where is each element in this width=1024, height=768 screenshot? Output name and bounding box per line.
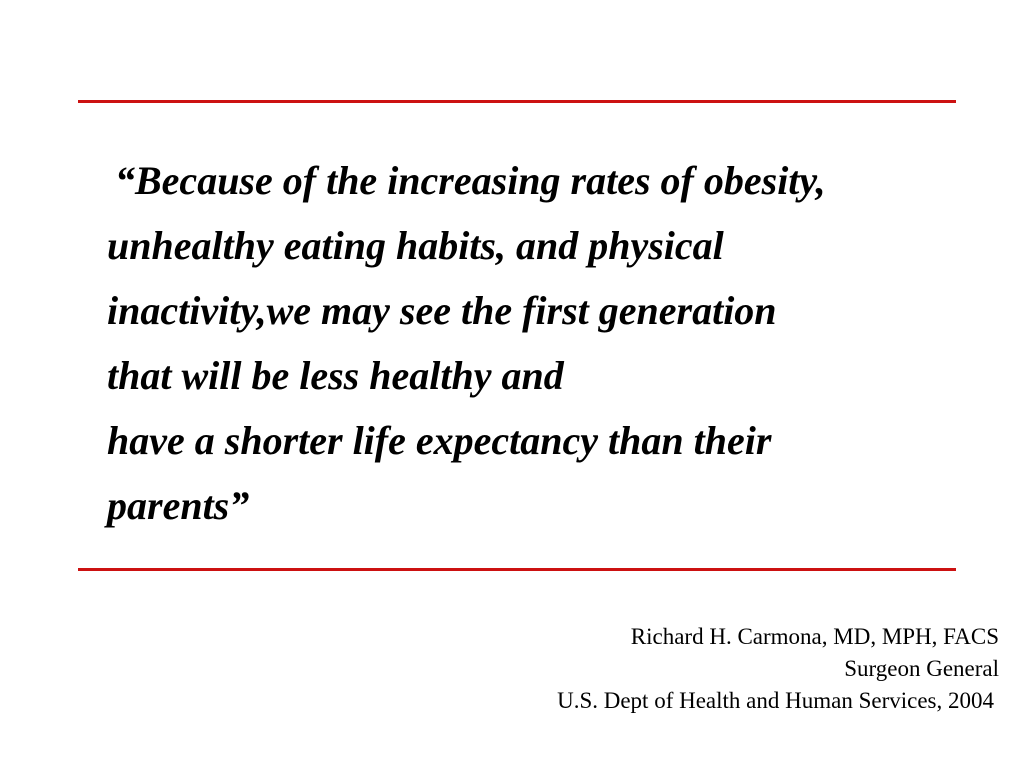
quote-line: “Because of the increasing rates of obes… bbox=[115, 158, 826, 203]
author-organization: U.S. Dept of Health and Human Services, … bbox=[557, 688, 994, 713]
quote-line: unhealthy eating habits, and physical bbox=[107, 223, 724, 268]
quote-line: that will be less healthy and bbox=[107, 353, 564, 398]
quote-line: inactivity,we may see the first generati… bbox=[107, 288, 777, 333]
attribution: Richard H. Carmona, MD, MPH, FACS Surgeo… bbox=[557, 621, 999, 717]
author-title: Surgeon General bbox=[844, 656, 999, 681]
top-divider bbox=[78, 100, 956, 103]
bottom-divider bbox=[78, 568, 956, 571]
quote-line: parents” bbox=[107, 483, 250, 528]
quote-line: have a shorter life expectancy than thei… bbox=[107, 418, 772, 463]
author-name: Richard H. Carmona, MD, MPH, FACS bbox=[630, 624, 999, 649]
quote-block: “Because of the increasing rates of obes… bbox=[107, 148, 987, 538]
